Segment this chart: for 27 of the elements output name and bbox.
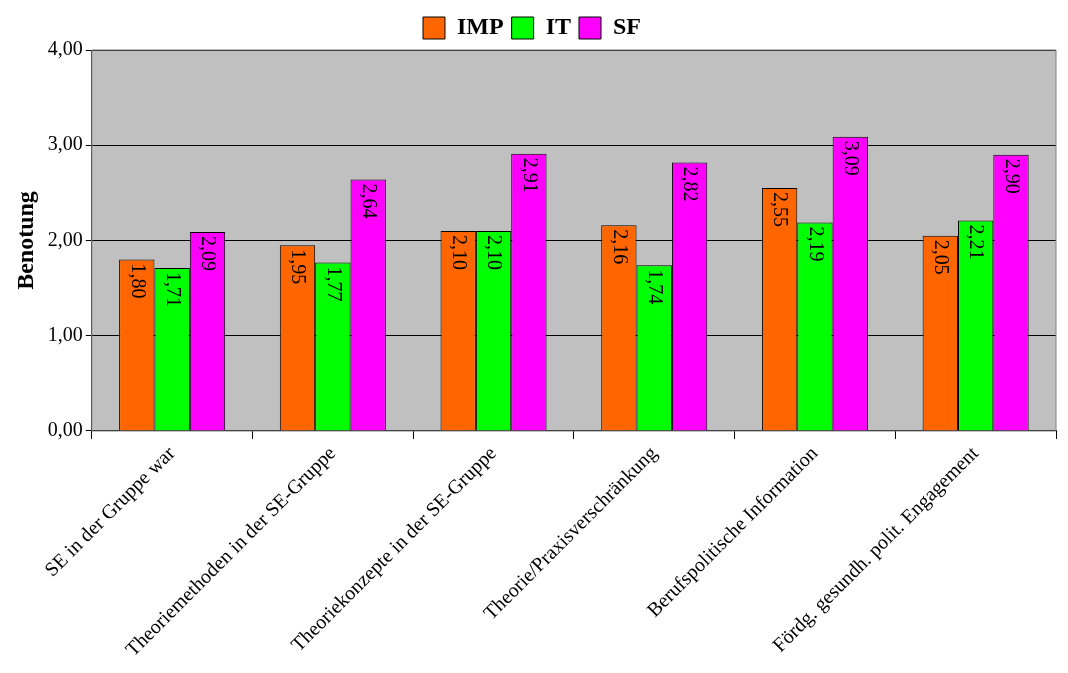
data-label: 2,10 xyxy=(448,234,471,270)
data-label: 2,19 xyxy=(805,226,828,262)
data-label: 1,95 xyxy=(288,249,311,285)
legend-label: IMP xyxy=(457,13,504,40)
y-tick-label: 0,00 xyxy=(47,418,83,441)
data-label: 1,74 xyxy=(645,269,667,305)
data-label: 2,55 xyxy=(770,192,793,228)
legend-label: SF xyxy=(613,13,642,40)
y-axis-title: Benotung xyxy=(11,191,38,290)
data-label: 2,64 xyxy=(358,183,381,219)
data-label: 2,10 xyxy=(484,234,507,270)
legend-label: IT xyxy=(545,13,572,40)
y-tick-label: 1,00 xyxy=(47,323,83,345)
y-tick-label: 4,00 xyxy=(47,37,83,60)
data-label: 2,09 xyxy=(198,235,221,271)
data-label: 2,90 xyxy=(1001,158,1024,194)
data-label: 2,16 xyxy=(609,229,632,265)
data-label: 3,09 xyxy=(841,140,864,176)
y-tick-label: 2,00 xyxy=(47,227,83,250)
data-label: 1,77 xyxy=(323,266,346,302)
data-label: 2,21 xyxy=(966,224,989,260)
data-label: 1,71 xyxy=(162,272,185,308)
data-label: 2,05 xyxy=(931,239,954,275)
data-label: 2,82 xyxy=(680,166,703,202)
y-tick-label: 3,00 xyxy=(47,132,83,155)
data-label: 2,91 xyxy=(519,157,542,193)
data-label: 1,80 xyxy=(127,263,150,299)
